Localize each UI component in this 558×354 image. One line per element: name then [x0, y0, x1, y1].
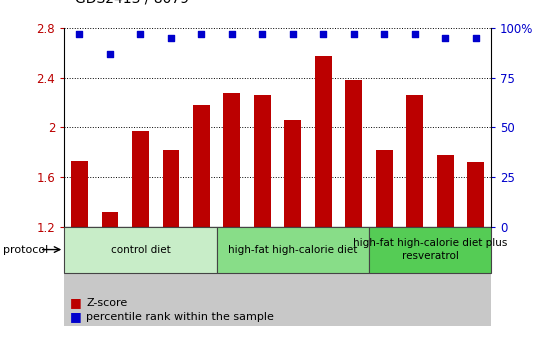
- Point: [380, 32, 389, 37]
- Point: [75, 32, 84, 37]
- Bar: [64, 227, 217, 273]
- Point: [258, 32, 267, 37]
- Bar: [285, 120, 301, 227]
- Point: [472, 35, 480, 41]
- Text: ■: ■: [70, 296, 81, 309]
- Text: high-fat high-calorie diet plus
resveratrol: high-fat high-calorie diet plus resverat…: [353, 238, 507, 261]
- Bar: [369, 227, 491, 273]
- Text: Z-score: Z-score: [86, 298, 128, 308]
- Point: [349, 32, 358, 37]
- Point: [166, 35, 175, 41]
- Point: [228, 32, 237, 37]
- Bar: [162, 150, 179, 227]
- Point: [410, 32, 419, 37]
- Bar: [254, 95, 271, 227]
- Point: [319, 32, 328, 37]
- Bar: [132, 131, 149, 227]
- Text: high-fat high-calorie diet: high-fat high-calorie diet: [228, 245, 358, 255]
- Bar: [217, 227, 369, 273]
- Point: [105, 51, 114, 57]
- Text: ■: ■: [70, 310, 81, 323]
- Bar: [406, 95, 423, 227]
- Point: [441, 35, 450, 41]
- Bar: [345, 80, 362, 227]
- Bar: [437, 155, 454, 227]
- Bar: [71, 161, 88, 227]
- Text: GDS2413 / 8079: GDS2413 / 8079: [75, 0, 189, 5]
- Text: protocol: protocol: [3, 245, 48, 255]
- Bar: [193, 105, 210, 227]
- Text: control diet: control diet: [110, 245, 170, 255]
- Bar: [224, 93, 240, 227]
- Text: percentile rank within the sample: percentile rank within the sample: [86, 312, 275, 322]
- Bar: [102, 212, 118, 227]
- Point: [197, 32, 206, 37]
- Bar: [468, 162, 484, 227]
- Bar: [315, 56, 331, 227]
- Point: [136, 32, 145, 37]
- Bar: [64, 227, 491, 326]
- Point: [288, 32, 297, 37]
- Bar: [376, 150, 393, 227]
